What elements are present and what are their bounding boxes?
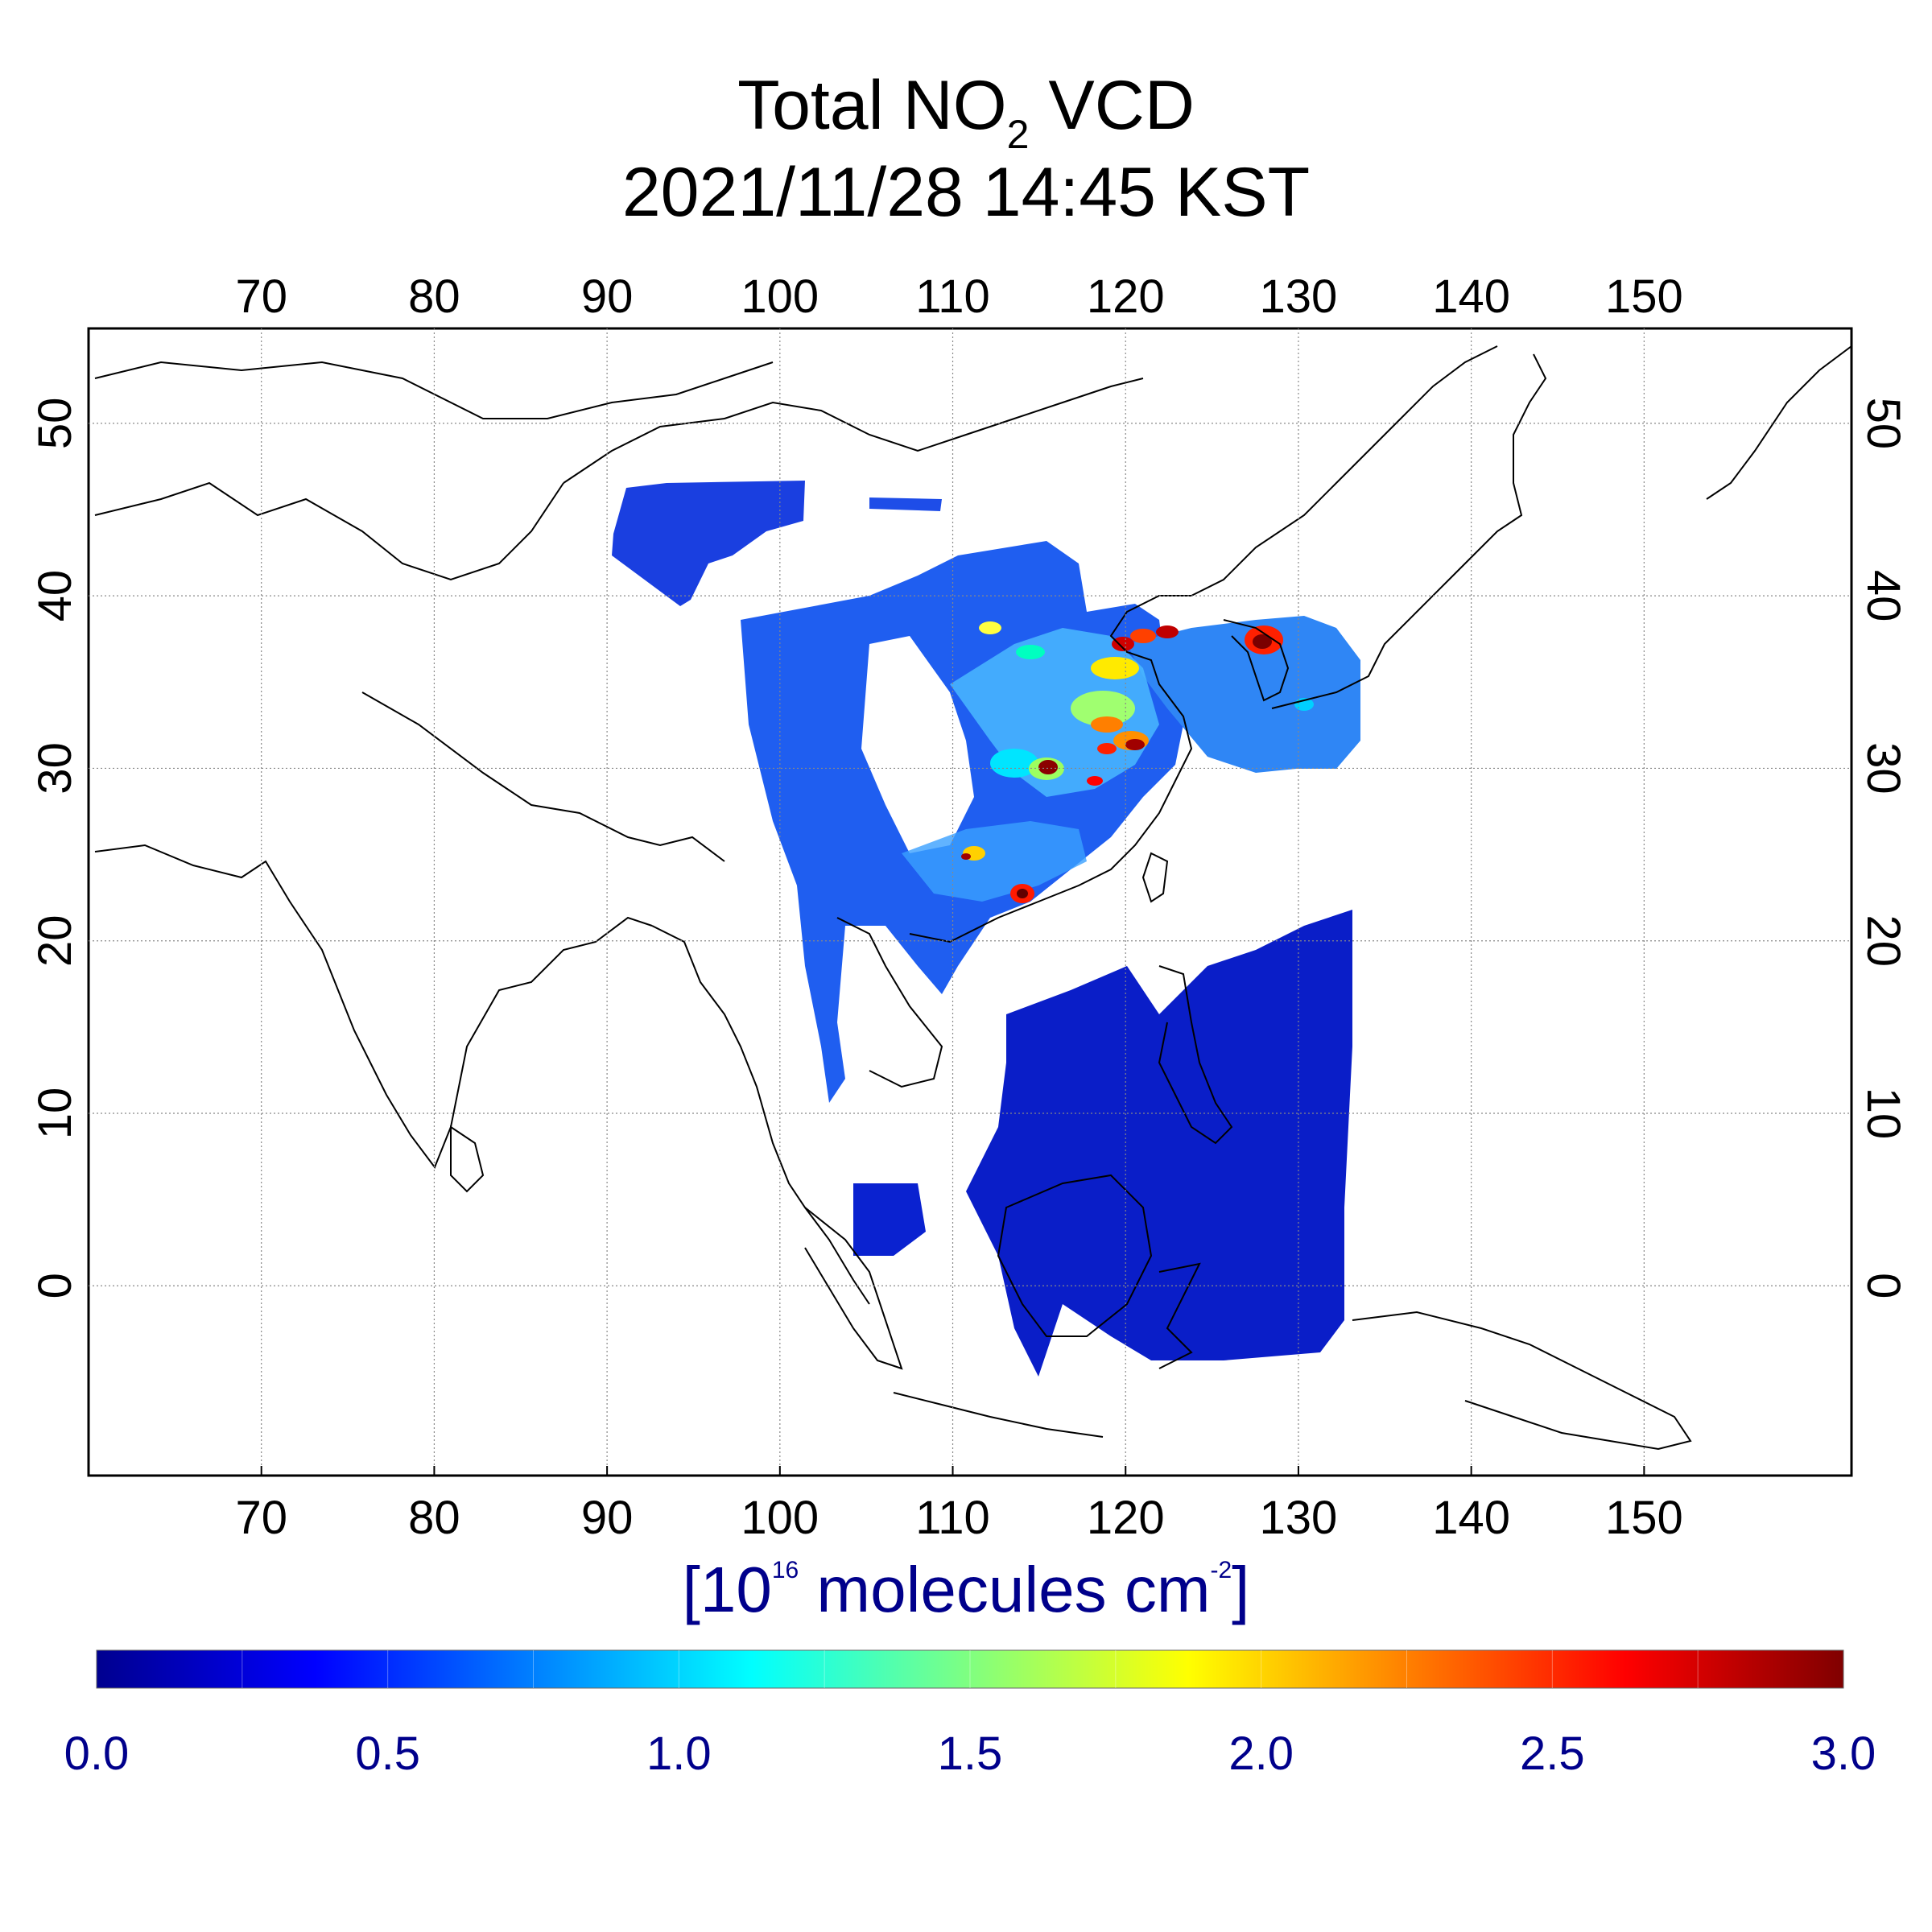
border-china-mongolia [563,378,1144,484]
coastlines [94,345,1852,1451]
lon-tick-label: 90 [581,1492,634,1544]
lon-tick-labels-top: 70 80 90 100 110 120 130 140 150 [235,270,1682,323]
colorbar-tick-label: 3.0 [1810,1728,1876,1780]
lat-tick-label: 40 [1857,570,1909,622]
coast-vietnam [836,917,943,1088]
border-central-asia [94,481,564,581]
lat-tick-label: 20 [29,914,81,967]
swath-north-mongolia [869,497,942,511]
coast-srilanka [450,1125,485,1193]
no2-hotspots [961,621,1314,903]
lon-tick-label: 70 [235,1492,287,1544]
colorbar-tick-label: 2.5 [1520,1728,1585,1780]
swath-south-ocean [966,910,1352,1377]
lat-tick-labels-right: 0 10 20 30 40 50 [1857,398,1909,1299]
lon-tick-label: 140 [1432,1492,1510,1544]
lon-tick-label: 120 [1087,270,1165,323]
coast-india [94,844,653,1170]
lat-tick-label: 0 [1857,1273,1909,1298]
no2-data-field [612,481,1360,1377]
swath-enhanced-band-south [902,821,1087,902]
coast-russia-east [1191,345,1498,597]
lon-tick-label: 130 [1260,1492,1338,1544]
lat-tick-label: 10 [29,1088,81,1140]
colorbar-tick-label: 1.5 [937,1728,1003,1780]
title-subscript: 2 [1006,112,1030,157]
lon-tick-label: 120 [1087,1492,1165,1544]
lon-tick-label: 70 [235,270,287,323]
map-title: Total NO2 VCD [737,67,1195,157]
coast-indochina [651,925,870,1305]
colorbar [96,1649,1844,1689]
lon-tick-label: 150 [1605,270,1683,323]
coast-new-guinea [1352,1311,1692,1451]
coast-borneo [997,1174,1153,1337]
lat-tick-label: 20 [1857,914,1909,967]
lon-tick-label: 110 [915,1492,989,1544]
coast-sumatra [804,1207,903,1370]
lon-tick-label: 150 [1605,1492,1683,1544]
lon-tick-labels-bottom: 70 80 90 100 110 120 130 140 150 [235,1466,1683,1544]
lat-tick-label: 30 [1857,742,1909,795]
colorbar-tick-label: 2.0 [1228,1728,1294,1780]
map-datetime: 2021/11/28 14:45 KST [621,154,1311,231]
lon-tick-label: 100 [741,1492,819,1544]
swath-korea-japan [1127,616,1360,773]
coast-taiwan [1141,852,1169,903]
lat-tick-label: 30 [29,742,81,795]
lat-tick-label: 50 [29,398,81,450]
lon-tick-label: 100 [741,270,819,323]
swath-western-strip [612,481,805,606]
lat-tick-label: 40 [29,570,81,622]
swath-gap [861,636,974,853]
coast-java [893,1392,1104,1438]
lat-tick-label: 0 [29,1273,81,1298]
coast-japan [1271,353,1547,709]
colorbar-separators [242,1650,1699,1688]
lat-tick-labels-left: 0 10 20 30 40 50 [29,398,81,1299]
lat-tick-label: 10 [1857,1088,1909,1140]
coast-sulawesi [1158,1262,1201,1369]
lon-tick-label: 80 [408,1492,460,1544]
lon-tick-label: 80 [408,270,460,323]
colorbar-units: [1016 molecules cm-2] [682,1554,1250,1625]
border-himalaya [361,691,725,862]
swath-malaysia [853,1183,926,1256]
lat-tick-label: 50 [1857,398,1909,450]
coast-korea [1223,619,1290,702]
lon-tick-label: 110 [915,270,989,323]
border-russia [94,361,774,419]
lon-tick-label: 140 [1432,270,1510,323]
colorbar-tick-label: 0.0 [64,1728,130,1780]
coast-philippines [1158,965,1233,1145]
lon-tick-label: 130 [1260,270,1338,323]
lon-tick-label: 90 [581,270,634,323]
coast-south-china [909,595,1193,943]
gridlines [89,328,1852,1476]
coast-kamchatka [1706,345,1852,500]
colorbar-tick-label: 0.5 [355,1728,420,1780]
colorbar-tick-label: 1.0 [646,1728,712,1780]
